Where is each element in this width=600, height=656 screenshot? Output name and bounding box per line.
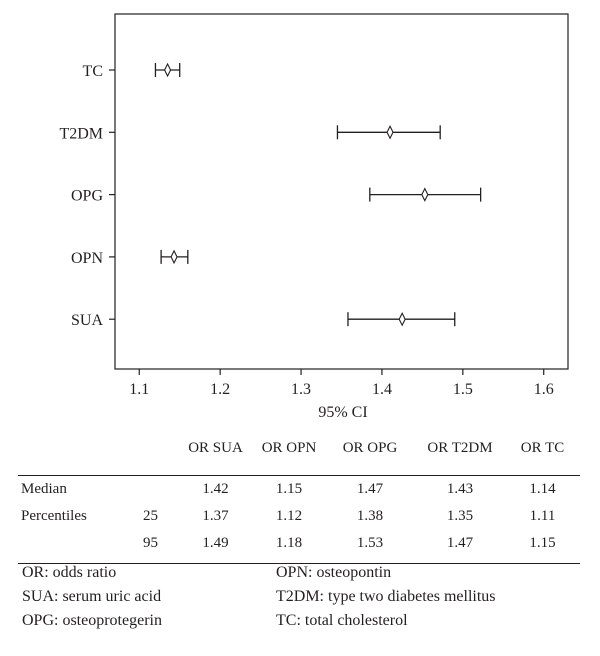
table-cell <box>123 476 178 504</box>
point-estimate-marker <box>398 311 406 327</box>
table-header-row: OR SUA OR OPN OR OPG OR T2DM OR TC <box>18 440 580 467</box>
table-cell: 1.47 <box>356 481 384 497</box>
x-tick-label: 1.2 <box>210 381 230 398</box>
y-category-label: TC <box>83 63 103 80</box>
odds-ratio-table: OR SUA OR OPN OR OPG OR T2DM OR TC Media… <box>18 440 580 564</box>
abbreviation-notes: OR: odds ratio OPN: osteopontin SUA: ser… <box>22 564 582 636</box>
table-cell: 1.49 <box>202 535 229 551</box>
note-row: OR: odds ratio OPN: osteopontin <box>22 564 582 588</box>
row-label: Median <box>21 481 67 497</box>
x-axis-label: 95% CI <box>318 404 367 421</box>
header-cell: OR OPG <box>342 440 398 456</box>
note-text: T2DM: type two diabetes mellitus <box>276 588 496 605</box>
table-cell: 1.15 <box>275 481 303 497</box>
table-cell: 1.35 <box>446 508 474 524</box>
x-tick-label: 1.4 <box>372 381 392 398</box>
header-cell <box>18 440 123 467</box>
ci-interval-t2dm <box>336 125 441 140</box>
note-row: OPG: osteoprotegerin TC: total cholester… <box>22 612 582 636</box>
point-estimate-marker <box>386 125 394 140</box>
point-estimate-marker <box>170 249 178 265</box>
plot-frame <box>114 13 569 370</box>
table-cell: 1.43 <box>446 481 474 497</box>
row-label <box>18 530 123 557</box>
table-cell: 1.42 <box>202 481 229 497</box>
note-text: SUA: serum uric acid <box>22 588 162 605</box>
table-cell: 1.53 <box>356 535 384 551</box>
table-cell: 1.37 <box>202 508 229 524</box>
y-category-label: T2DM <box>59 125 103 142</box>
row-label: Percentiles <box>21 508 87 524</box>
x-tick-label: 1.3 <box>291 381 311 398</box>
ci-interval-tc <box>154 62 181 78</box>
ci-interval-opg <box>369 187 482 202</box>
x-tick-label: 1.1 <box>129 381 149 398</box>
table-cell: 1.18 <box>275 535 303 551</box>
table-cell: 1.11 <box>529 508 556 524</box>
header-cell: OR SUA <box>188 440 243 456</box>
note-text: OPG: osteoprotegerin <box>22 612 162 629</box>
header-cell: OR OPN <box>261 440 317 456</box>
ci-interval-opn <box>160 249 189 265</box>
table-cell: 25 <box>143 508 158 524</box>
note-row: SUA: serum uric acid T2DM: type two diab… <box>22 588 582 612</box>
point-estimate-marker <box>163 62 172 78</box>
table-cell: 1.14 <box>529 481 556 497</box>
point-estimate-marker <box>421 187 429 202</box>
table-cell: 1.38 <box>356 508 384 524</box>
table-cell: 95 <box>143 535 158 551</box>
table-cell: 1.12 <box>275 508 303 524</box>
y-category-label: SUA <box>71 312 103 329</box>
table-cell: 1.15 <box>529 535 556 551</box>
x-tick-label: 1.5 <box>453 381 473 398</box>
forest-plot: 1.1 1.2 1.3 1.4 1.5 1.6 TC T2DM OPG OPN SUA 95% C… <box>59 13 569 421</box>
x-tick-label: 1.6 <box>534 381 554 398</box>
y-category-label: OPG <box>71 188 103 205</box>
header-cell <box>123 440 178 467</box>
note-text: OR: odds ratio <box>22 564 117 581</box>
note-text: TC: total cholesterol <box>276 612 408 629</box>
header-cell: OR T2DM <box>427 440 493 456</box>
ci-interval-sua <box>347 311 456 327</box>
table-row: 95 1.49 1.18 1.53 1.47 1.15 <box>18 530 580 557</box>
y-category-label: OPN <box>71 250 103 267</box>
note-text: OPN: osteopontin <box>276 564 392 581</box>
table-row: Median 1.42 1.15 1.47 1.43 1.14 <box>18 476 580 504</box>
header-cell: OR TC <box>520 440 565 456</box>
table-row: Percentiles 25 1.37 1.12 1.38 1.35 1.11 <box>18 503 580 530</box>
table-cell: 1.47 <box>446 535 474 551</box>
